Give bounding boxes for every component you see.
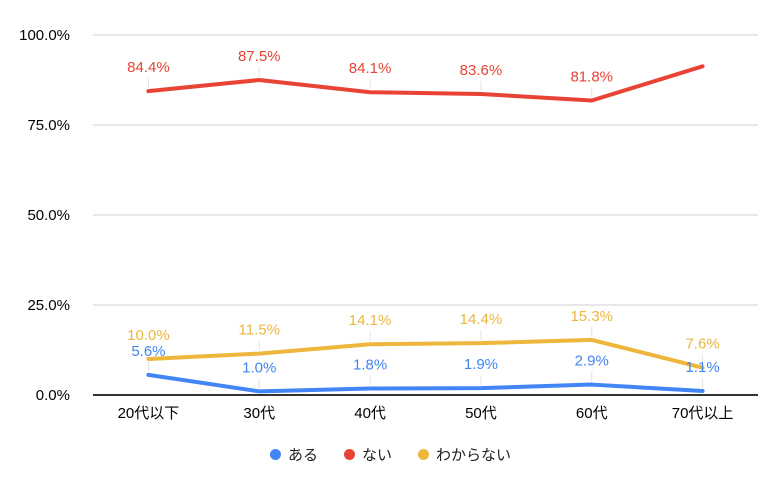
series-line-わからない bbox=[146, 337, 705, 370]
series-line-ない bbox=[146, 64, 705, 103]
legend-label: ない bbox=[361, 447, 392, 464]
y-axis-tick-label: 25.0% bbox=[27, 297, 70, 314]
data-label: 14.4% bbox=[460, 311, 503, 328]
x-axis-category-label: 70代以上 bbox=[672, 405, 734, 422]
chart-legend: ある ない わからない bbox=[0, 444, 781, 465]
data-label: 2.9% bbox=[575, 353, 609, 370]
legend-item-0: ある bbox=[269, 444, 318, 465]
legend-label: わからない bbox=[436, 447, 512, 464]
data-label: 1.0% bbox=[242, 359, 276, 376]
data-label: 5.6% bbox=[131, 343, 165, 360]
y-axis-tick-label: 0.0% bbox=[36, 387, 70, 404]
y-axis-tick-label: 75.0% bbox=[27, 117, 70, 134]
legend-dot-icon bbox=[269, 449, 281, 460]
x-axis-category-label: 40代 bbox=[354, 405, 386, 422]
legend-item-2: わからない bbox=[418, 444, 511, 465]
data-label: 11.5% bbox=[239, 322, 280, 339]
data-label: 1.1% bbox=[685, 359, 719, 376]
data-label: 83.6% bbox=[460, 62, 503, 79]
data-label: 84.1% bbox=[349, 60, 392, 77]
legend-dot-icon bbox=[343, 449, 355, 460]
legend-item-1: ない bbox=[343, 444, 392, 465]
y-axis-tick-label: 100.0% bbox=[19, 27, 70, 44]
data-label: 10.0% bbox=[127, 327, 170, 344]
x-axis-category-label: 20代以下 bbox=[118, 405, 180, 422]
x-axis-category-label: 50代 bbox=[465, 405, 497, 422]
series-line-ある bbox=[146, 372, 705, 394]
data-label: 7.6% bbox=[685, 336, 719, 353]
data-label: 81.8% bbox=[570, 69, 613, 86]
data-label: 1.9% bbox=[464, 356, 498, 373]
legend-dot-icon bbox=[418, 449, 429, 460]
y-axis-tick-label: 50.0% bbox=[27, 207, 70, 224]
data-label: 84.4% bbox=[127, 59, 170, 76]
data-label: 14.1% bbox=[349, 312, 392, 329]
legend-label: ある bbox=[287, 447, 318, 464]
data-label: 1.8% bbox=[353, 357, 387, 374]
x-axis-category-label: 30代 bbox=[243, 405, 275, 422]
x-axis-category-label: 60代 bbox=[576, 405, 608, 422]
data-label: 15.3% bbox=[570, 308, 613, 325]
data-label: 87.5% bbox=[238, 48, 281, 65]
